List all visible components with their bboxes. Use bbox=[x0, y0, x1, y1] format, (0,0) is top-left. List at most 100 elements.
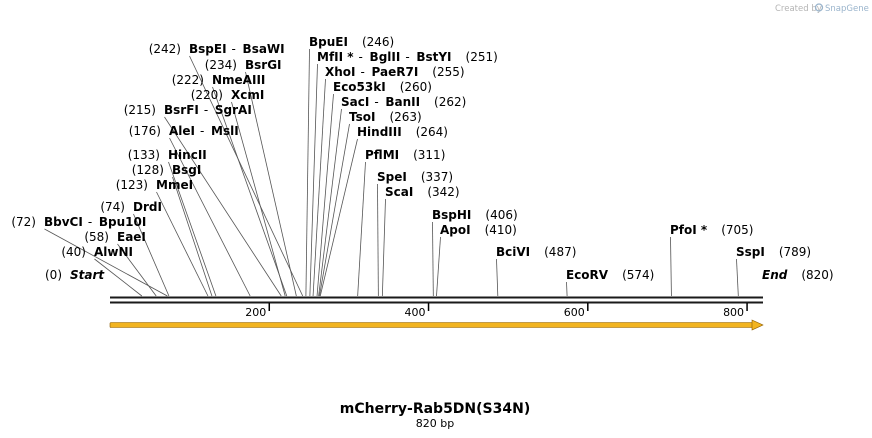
site-leader-line bbox=[736, 258, 739, 297]
site-name[interactable]: DrdI bbox=[133, 200, 162, 214]
ruler-tick-label: 800 bbox=[723, 306, 744, 319]
dna-backbone bbox=[110, 296, 763, 304]
site-leader-line bbox=[189, 55, 304, 297]
credit-prefix: Created by bbox=[775, 4, 822, 14]
ruler-ticks: 200 400 600 800 bbox=[245, 303, 748, 319]
site-leader-line bbox=[309, 63, 318, 297]
site-name[interactable]: ApoI bbox=[440, 223, 471, 237]
site-name[interactable]: MmeI bbox=[156, 178, 193, 192]
site-position: (820) bbox=[801, 268, 833, 282]
site-position: (251) bbox=[466, 50, 498, 64]
site-name-separator: - bbox=[232, 42, 236, 56]
site-leader-line bbox=[318, 108, 342, 297]
site-name[interactable]: BanII bbox=[385, 95, 420, 109]
site-leader-line bbox=[377, 183, 379, 297]
site-name[interactable]: SspI bbox=[736, 245, 765, 259]
site-name[interactable]: SpeI bbox=[377, 170, 407, 184]
site-name[interactable]: Eco53kI bbox=[333, 80, 386, 94]
site-position: (311) bbox=[413, 148, 445, 162]
site-name[interactable]: MslI bbox=[211, 124, 239, 138]
site-name[interactable]: BsrFI bbox=[164, 103, 199, 117]
site-leader-line bbox=[156, 191, 209, 297]
site-position: (0) bbox=[45, 268, 62, 282]
site-position: (128) bbox=[132, 163, 164, 177]
site-name[interactable]: ScaI bbox=[385, 185, 413, 199]
site-name-separator: - bbox=[200, 124, 204, 138]
site-leader-line bbox=[212, 86, 288, 297]
site-name[interactable]: PfoI * bbox=[670, 223, 708, 237]
site-position: (406) bbox=[485, 208, 517, 222]
site-leader-line bbox=[44, 228, 168, 297]
site-leader-line bbox=[305, 48, 310, 297]
feature-arrow[interactable] bbox=[109, 319, 764, 331]
site-position: (264) bbox=[416, 125, 448, 139]
site-name[interactable]: TsoI bbox=[349, 110, 375, 124]
site-name[interactable]: End bbox=[762, 268, 788, 282]
site-position: (176) bbox=[129, 124, 161, 138]
site-name[interactable]: Bpu10I bbox=[99, 215, 146, 229]
site-position: (123) bbox=[116, 178, 148, 192]
site-position: (337) bbox=[421, 170, 453, 184]
site-position: (705) bbox=[721, 223, 753, 237]
site-leader-line bbox=[319, 138, 358, 297]
site-leader-line bbox=[312, 78, 326, 297]
site-name[interactable]: BpuEI bbox=[309, 35, 348, 49]
site-position: (246) bbox=[362, 35, 394, 49]
site-name[interactable]: SacI bbox=[341, 95, 369, 109]
site-name[interactable]: XcmI bbox=[231, 88, 264, 102]
site-name[interactable]: AlwNI bbox=[94, 245, 133, 259]
site-position: (262) bbox=[434, 95, 466, 109]
site-position: (133) bbox=[128, 148, 160, 162]
site-name[interactable]: HindIII bbox=[357, 125, 402, 139]
site-name[interactable]: PflMI bbox=[365, 148, 399, 162]
site-position: (234) bbox=[205, 58, 237, 72]
site-name[interactable]: XhoI bbox=[325, 65, 356, 79]
site-name[interactable]: BsaWI bbox=[243, 42, 285, 56]
site-leader-line bbox=[169, 137, 251, 297]
site-name[interactable]: BciVI bbox=[496, 245, 530, 259]
site-name[interactable]: BglII bbox=[370, 50, 401, 64]
site-name-separator: - bbox=[374, 95, 378, 109]
site-name[interactable]: HincII bbox=[168, 148, 207, 162]
site-name-separator: - bbox=[361, 65, 365, 79]
site-position: (410) bbox=[485, 223, 517, 237]
site-position: (255) bbox=[432, 65, 464, 79]
leader-lines bbox=[44, 48, 739, 297]
site-name[interactable]: MfII * bbox=[317, 50, 354, 64]
site-position: (242) bbox=[149, 42, 181, 56]
site-name[interactable]: PaeR7I bbox=[372, 65, 419, 79]
site-name[interactable]: EaeI bbox=[117, 230, 146, 244]
site-leader-line bbox=[117, 243, 157, 297]
site-position: (215) bbox=[124, 103, 156, 117]
site-name-separator: - bbox=[359, 50, 363, 64]
site-position: (58) bbox=[84, 230, 109, 244]
site-leader-line bbox=[164, 116, 282, 297]
site-leader-line bbox=[231, 101, 286, 297]
site-name-separator: - bbox=[88, 215, 92, 229]
site-leader-line bbox=[436, 236, 441, 297]
site-name[interactable]: BspHI bbox=[432, 208, 471, 222]
site-position: (342) bbox=[427, 185, 459, 199]
site-leader-line bbox=[316, 93, 334, 297]
site-position: (40) bbox=[61, 245, 86, 259]
site-leader-line bbox=[168, 161, 217, 297]
site-name[interactable]: SgrAI bbox=[215, 103, 252, 117]
ruler-tick-label: 400 bbox=[405, 306, 426, 319]
site-name[interactable]: EcoRV bbox=[566, 268, 609, 282]
ruler-tick-label: 200 bbox=[245, 306, 266, 319]
site-name[interactable]: BbvCI bbox=[44, 215, 83, 229]
site-name[interactable]: BsrGI bbox=[245, 58, 282, 72]
site-leader-line bbox=[496, 258, 499, 297]
site-leader-line bbox=[133, 213, 170, 297]
site-name[interactable]: BstYI bbox=[416, 50, 451, 64]
credit-app: SnapGene bbox=[825, 4, 869, 14]
site-name[interactable]: BsgI bbox=[172, 163, 201, 177]
site-leader-line bbox=[94, 258, 143, 297]
ruler-tick-label: 600 bbox=[564, 306, 585, 319]
site-name[interactable]: BspEI bbox=[189, 42, 227, 56]
site-position: (220) bbox=[191, 88, 223, 102]
site-name[interactable]: AleI bbox=[169, 124, 195, 138]
site-name[interactable]: Start bbox=[70, 268, 105, 282]
site-name[interactable]: NmeAIII bbox=[212, 73, 265, 87]
